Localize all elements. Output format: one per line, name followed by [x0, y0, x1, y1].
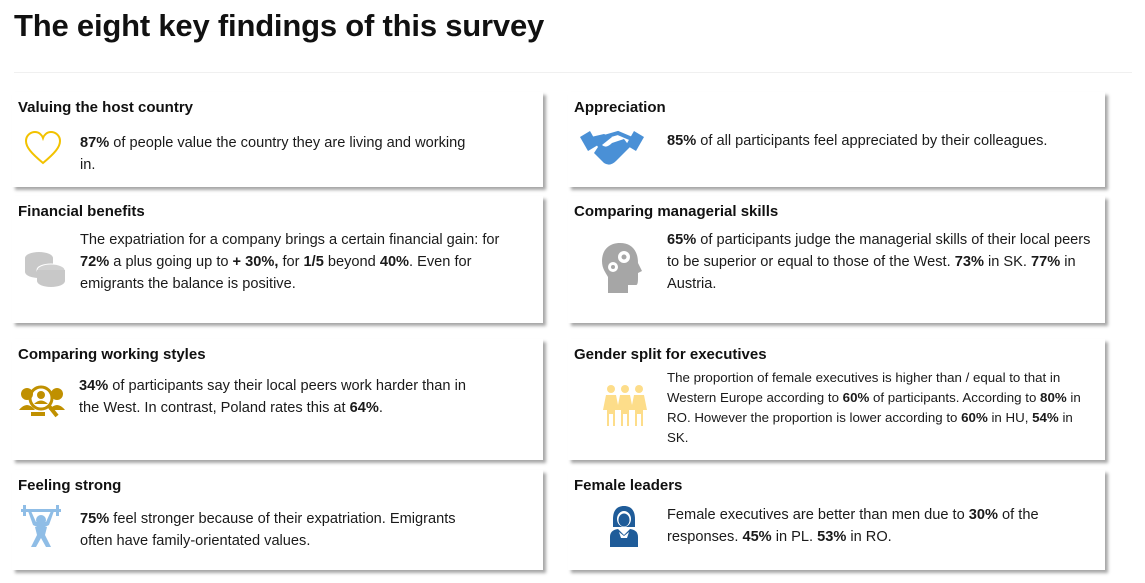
highlight-stat: 60% — [842, 390, 870, 405]
text-segment: beyond — [323, 254, 380, 270]
three-women-icon — [600, 383, 650, 427]
text-segment: for — [278, 254, 304, 270]
finding-card-managerial-skills: Comparing managerial skills 65% of parti… — [568, 196, 1105, 323]
heart-icon — [20, 128, 66, 168]
finding-heading: Financial benefits — [18, 203, 145, 220]
highlight-stat: 64% — [349, 400, 379, 416]
text-segment: . Even for emigrants the balance is posi… — [80, 254, 472, 292]
finding-card-feeling-strong: Feeling strong 75% feel stronger because… — [12, 470, 543, 570]
highlight-stat: 53% — [817, 529, 847, 545]
text-segment: in PL. — [775, 529, 818, 545]
finding-heading: Appreciation — [574, 99, 666, 116]
weightlifter-icon — [18, 504, 64, 550]
highlight-stat: 72% — [80, 254, 110, 270]
finding-heading: Female leaders — [574, 477, 683, 494]
finding-card-valuing-host-country: Valuing the host country 87% of people v… — [12, 92, 543, 187]
text-segment: in RO. However the proportion is lower a… — [667, 390, 1081, 425]
finding-text: 75% feel stronger because of their expat… — [80, 508, 480, 552]
finding-heading: Feeling strong — [18, 477, 122, 494]
text-segment: of all participants feel appreciated by … — [696, 133, 1048, 149]
finding-text: 87% of people value the country they are… — [80, 132, 480, 176]
text-segment: of participants judge the managerial ski… — [667, 232, 1091, 270]
finding-card-female-leaders: Female leaders Female executives are bet… — [568, 470, 1105, 570]
text-segment: feel stronger because of their expatriat… — [80, 511, 456, 549]
finding-heading: Gender split for executives — [574, 346, 767, 363]
text-segment: in RO. — [846, 529, 892, 545]
finding-text: 65% of participants judge the managerial… — [667, 229, 1097, 295]
text-segment: of participants say their local peers wo… — [79, 378, 466, 416]
highlight-stat: 87% — [80, 135, 110, 151]
text-segment: of the responses. — [667, 507, 1039, 545]
text-segment: a plus going up to — [109, 254, 233, 270]
finding-heading: Comparing working styles — [18, 346, 206, 363]
highlight-stat: 73% — [954, 254, 984, 270]
highlight-stat: 54% — [1032, 410, 1059, 425]
highlight-stat: 60% — [961, 410, 988, 425]
highlight-stat: + 30%, — [232, 254, 279, 270]
highlight-stat: 40% — [379, 254, 410, 270]
highlight-stat: 75% — [80, 511, 110, 527]
text-segment: in Austria. — [667, 254, 1076, 292]
head-gears-icon — [598, 240, 646, 296]
text-segment: in SK. — [667, 410, 1073, 445]
highlight-stat: 65% — [667, 232, 697, 248]
handshake-icon — [580, 128, 644, 172]
highlight-stat: 85% — [667, 133, 697, 149]
finding-heading: Valuing the host country — [18, 99, 194, 116]
text-segment: . — [378, 400, 383, 416]
finding-text: 85% of all participants feel appreciated… — [667, 130, 1107, 152]
highlight-stat: 30% — [968, 507, 998, 523]
highlight-stat: 77% — [1031, 254, 1061, 270]
highlight-stat: 34% — [79, 378, 109, 394]
text-segment: The proportion of female executives is h… — [667, 370, 1061, 405]
finding-card-gender-split: Gender split for executives The proporti… — [568, 339, 1105, 460]
finding-card-financial-benefits: Financial benefits The expatriation for … — [12, 196, 543, 323]
finding-card-appreciation: Appreciation 85% of all participants fee… — [568, 92, 1105, 187]
finding-heading: Comparing managerial skills — [574, 203, 779, 220]
coins-icon — [22, 246, 68, 290]
text-segment: of people value the country they are liv… — [80, 135, 466, 173]
finding-text: 34% of participants say their local peer… — [79, 375, 479, 419]
people-search-icon — [18, 383, 66, 423]
highlight-stat: 45% — [742, 529, 776, 545]
text-segment: in SK. — [983, 254, 1031, 270]
finding-text: The proportion of female executives is h… — [667, 368, 1097, 448]
text-segment: Female executives are better than men du… — [667, 507, 969, 523]
page-title: The eight key findings of this survey — [14, 8, 545, 43]
finding-text: Female executives are better than men du… — [667, 504, 1107, 548]
female-leader-icon — [604, 504, 644, 548]
highlight-stat: 80% — [1040, 390, 1067, 405]
finding-card-working-styles: Comparing working styles 34% of particip… — [12, 339, 543, 460]
text-segment: The expatriation for a company brings a … — [80, 232, 500, 248]
text-segment: of participants. According to — [869, 390, 1041, 405]
highlight-stat: 1/5 — [303, 254, 324, 270]
divider — [14, 72, 1132, 73]
text-segment: in HU, — [987, 410, 1033, 425]
finding-text: The expatriation for a company brings a … — [80, 229, 530, 295]
